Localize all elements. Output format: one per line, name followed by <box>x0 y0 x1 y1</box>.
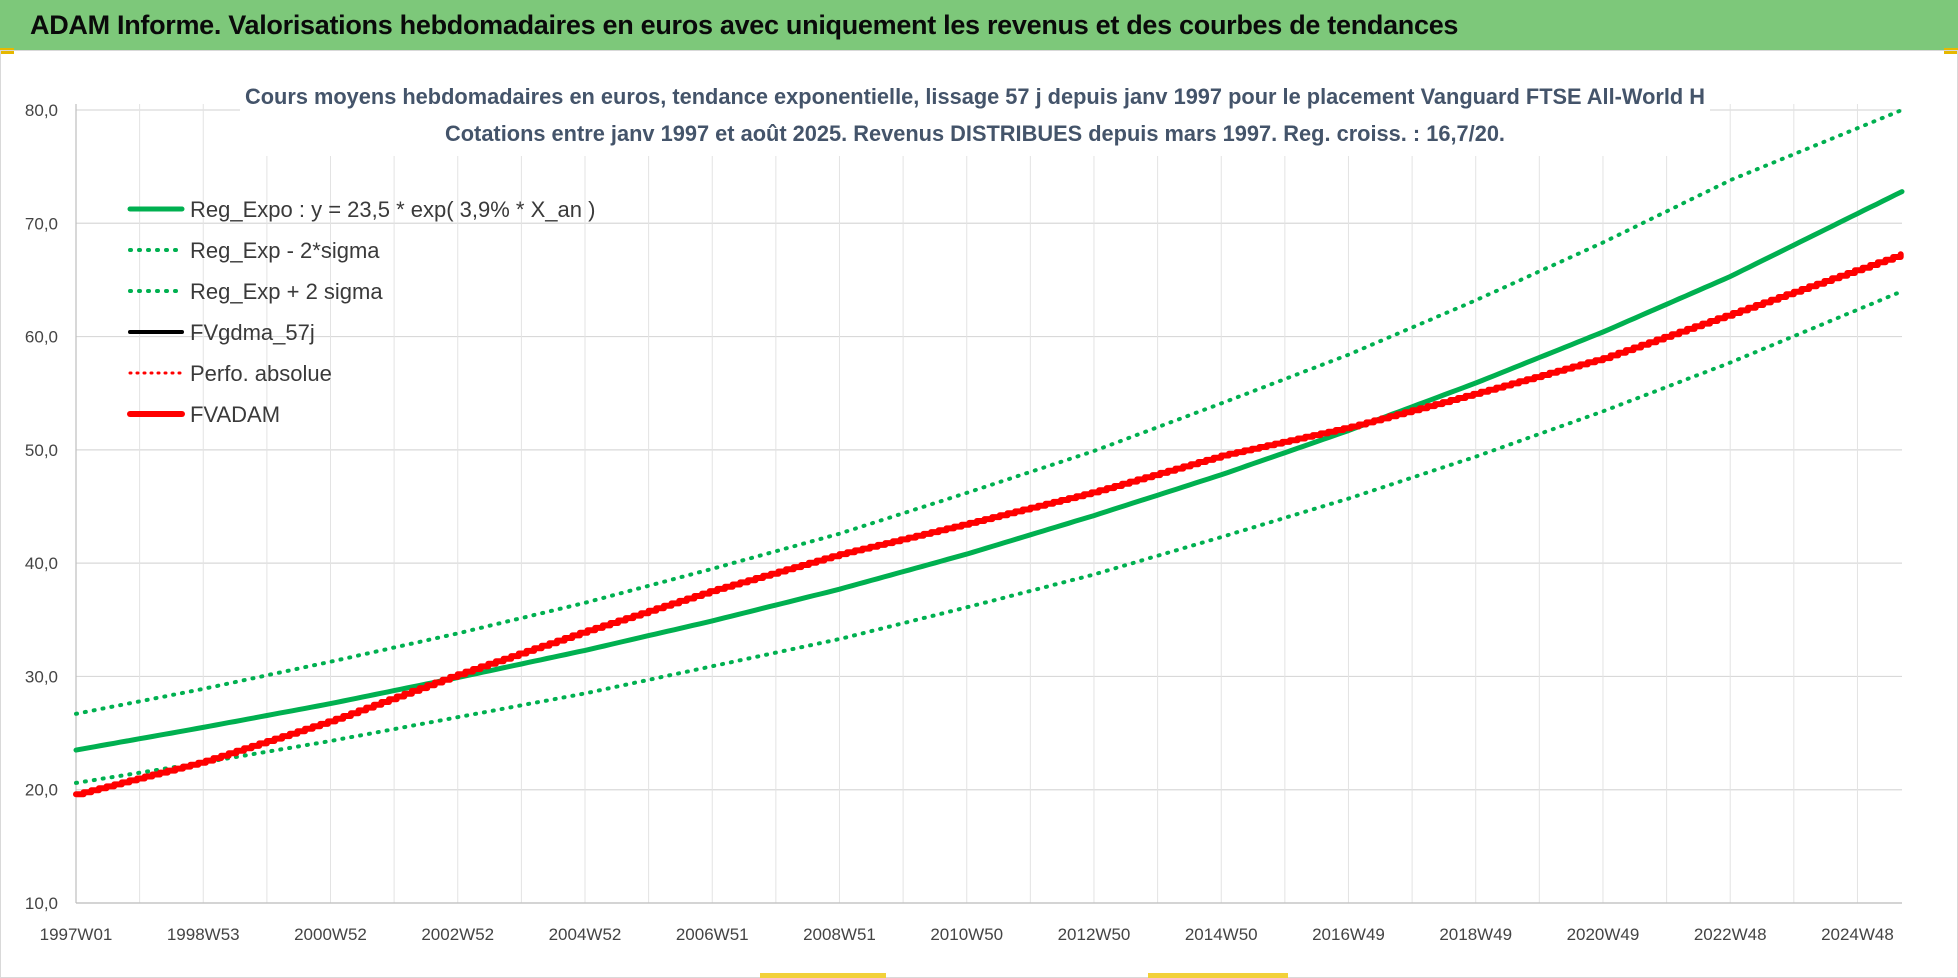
y-tick-label: 60,0 <box>25 328 58 347</box>
chart-series <box>73 108 1905 798</box>
chart-subtitle: Cotations entre janv 1997 et août 2025. … <box>445 121 1505 146</box>
x-tick-label: 2022W48 <box>1694 925 1767 944</box>
banner-corner-right <box>1944 48 1958 54</box>
x-tick-label: 2014W50 <box>1185 925 1258 944</box>
legend-label: Perfo. absolue <box>190 361 332 386</box>
legend-label: Reg_Expo : y = 23,5 * exp( 3,9% * X_an ) <box>190 197 595 222</box>
series-line <box>74 289 1904 785</box>
x-tick-label: 2016W49 <box>1312 925 1385 944</box>
legend-label: Reg_Exp - 2*sigma <box>190 238 380 263</box>
y-tick-label: 70,0 <box>25 214 58 233</box>
report-title: ADAM Informe. Valorisations hebdomadaire… <box>30 9 1459 40</box>
legend-label: FVgdma_57j <box>190 320 315 345</box>
series-line <box>73 189 1905 753</box>
x-tick-label: 1997W01 <box>40 925 113 944</box>
chart-title: Cours moyens hebdomadaires en euros, ten… <box>245 84 1705 109</box>
y-tick-label: 50,0 <box>25 441 58 460</box>
x-tick-label: 2008W51 <box>803 925 876 944</box>
legend-label: FVADAM <box>190 402 280 427</box>
x-tick-label: 1998W53 <box>167 925 240 944</box>
x-tick-label: 2000W52 <box>294 925 367 944</box>
y-axis-tick-labels: 10,0 20,0 30,0 40,0 50,0 60,0 70,0 80,0 <box>25 101 58 913</box>
legend-label: Reg_Exp + 2 sigma <box>190 279 383 304</box>
bottom-marker <box>760 973 886 978</box>
bottom-marker <box>1148 973 1288 978</box>
chart-title-area: Cours moyens hebdomadaires en euros, ten… <box>240 76 1710 156</box>
chart-legend: Reg_Expo : y = 23,5 * exp( 3,9% * X_an )… <box>127 197 595 427</box>
x-tick-label: 2024W48 <box>1821 925 1894 944</box>
report-banner: ADAM Informe. Valorisations hebdomadaire… <box>0 0 1958 50</box>
y-tick-label: 10,0 <box>25 894 58 913</box>
series-line <box>73 251 1904 798</box>
chart-grid <box>75 104 1902 904</box>
x-tick-label: 2010W50 <box>930 925 1003 944</box>
x-tick-label: 2004W52 <box>549 925 622 944</box>
y-tick-label: 80,0 <box>25 101 58 120</box>
y-tick-label: 40,0 <box>25 554 58 573</box>
x-tick-label: 2018W49 <box>1439 925 1512 944</box>
x-tick-label: 2020W49 <box>1567 925 1640 944</box>
y-tick-label: 20,0 <box>25 781 58 800</box>
x-tick-label: 2012W50 <box>1058 925 1131 944</box>
x-tick-label: 2002W52 <box>421 925 494 944</box>
x-tick-label: 2006W51 <box>676 925 749 944</box>
x-axis-tick-labels: 1997W01 1998W53 2000W52 2002W52 2004W52 2006W… <box>40 925 1894 944</box>
banner-corner-left <box>0 48 14 54</box>
y-tick-label: 30,0 <box>25 667 58 686</box>
